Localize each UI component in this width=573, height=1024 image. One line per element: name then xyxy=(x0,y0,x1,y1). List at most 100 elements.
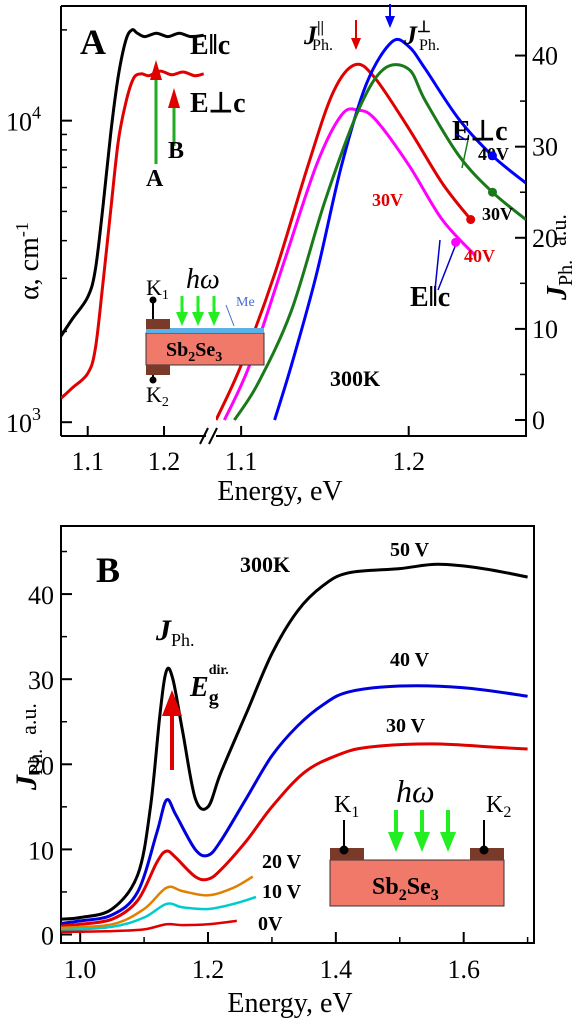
b-series-label-10-v: 10 V xyxy=(262,881,302,903)
panel-b: B 0 10 20 30 40 1.0 1.2 1.4 1.6 JPh.a.u. Energy… xyxy=(10,525,535,1019)
panel-b-series xyxy=(61,562,528,934)
a-left-tick-label: 104 xyxy=(6,103,41,137)
photocurrent-marker xyxy=(487,151,497,161)
panel-a-left-ticks: 104 103 xyxy=(6,29,72,438)
temperature-label-a: 300K xyxy=(330,366,380,391)
inset-a-sb2se3-layer xyxy=(145,332,265,366)
pointer-e-par-1 xyxy=(434,239,441,291)
a-right-tick-label: 20 xyxy=(532,224,558,253)
inset-a-contact-1 xyxy=(146,319,170,329)
inset-a-contact-2 xyxy=(146,365,170,375)
absorption-line-e-par-c xyxy=(61,28,204,337)
inset-a-me: Me xyxy=(236,295,255,310)
a-right-tick-label: 0 xyxy=(532,406,545,435)
panel-b-ylabel: JPh.a.u. xyxy=(10,703,47,791)
inset-a-light-arrows xyxy=(176,296,220,326)
b-line-40-v xyxy=(61,684,528,925)
temperature-label-b: 300K xyxy=(240,552,290,577)
pointer-e-perp-1 xyxy=(455,133,467,141)
b-line-30-v xyxy=(61,742,528,928)
a-left-tick-label: 103 xyxy=(6,404,41,438)
b-series-label-0v: 0V xyxy=(258,913,283,935)
a-right-tick-label: 30 xyxy=(532,133,558,162)
absorption-series xyxy=(61,28,205,400)
b-y-tick-label: 10 xyxy=(28,836,54,865)
label-j-par: J|| Ph. xyxy=(303,19,333,54)
peak-b-label: B xyxy=(168,138,184,164)
axis-break xyxy=(199,427,218,445)
arrow-j-perp-head xyxy=(385,16,395,28)
b-series-label-50-v: 50 V xyxy=(390,539,430,561)
b-line-20-v xyxy=(61,875,254,929)
pointer-e-par-2 xyxy=(437,243,457,291)
b-line-50-v xyxy=(61,562,528,921)
label-e-perp-c-right: E⊥c xyxy=(452,116,508,147)
photocurrent-marker xyxy=(451,237,461,247)
inset-b-hw: hω xyxy=(396,773,435,809)
panel-a-x-ticks: 1.1 1.2 1.1 1.2 xyxy=(71,426,425,476)
b-series-label-20-v: 20 V xyxy=(262,851,302,873)
arrow-j-par-head xyxy=(351,38,361,50)
b-x-tick-label: 1.2 xyxy=(192,955,225,984)
panel-b-y-ticks: 0 10 20 30 40 xyxy=(28,550,72,950)
panel-a-xlabel: Energy, eV xyxy=(217,476,342,507)
b-x-tick-label: 1.6 xyxy=(447,955,480,984)
inset-a: K1 K2 hω Me Sb2Se3 xyxy=(145,264,265,410)
label-30v-red: 30V xyxy=(372,190,403,210)
a-right-x-tick-label: 1.2 xyxy=(392,447,425,476)
label-e-perp-c: E⊥c xyxy=(190,88,246,119)
inset-b-contact-2 xyxy=(470,848,504,860)
b-line-0v xyxy=(61,919,237,934)
b-y-tick-label: 20 xyxy=(28,751,54,780)
panel-b-series-labels: 50 V 40 V 30 V 20 V 10 V 0V xyxy=(258,539,430,935)
label-e-par-c-right: E‖c xyxy=(410,282,450,313)
photocurrent-line-jpar-30v xyxy=(223,107,477,421)
inset-a-k1: K1 xyxy=(146,275,169,303)
inset-b-contact-1 xyxy=(330,848,364,860)
a-right-tick-label: 10 xyxy=(532,315,558,344)
inset-b-sb2se3-layer xyxy=(329,859,505,907)
panel-a-frame xyxy=(61,5,527,437)
photocurrent-line-jpar-40v xyxy=(216,62,472,421)
photocurrent-marker xyxy=(487,187,497,197)
a-right-tick-label: 40 xyxy=(532,42,558,71)
b-x-tick-label: 1.0 xyxy=(64,955,97,984)
absorption-line-e-perp-c xyxy=(61,69,205,400)
b-y-tick-label: 0 xyxy=(41,921,54,950)
pointer-e-perp-2 xyxy=(461,139,469,169)
label-30v-green: 30V xyxy=(482,204,513,224)
inset-b-material: Sb2Se3 xyxy=(372,874,439,904)
panel-a-right-ylabel: JPh.a.u. xyxy=(542,214,573,301)
b-y-tick-label: 30 xyxy=(28,666,54,695)
panel-b-frame xyxy=(60,525,535,944)
a-left-x-tick-label: 1.1 xyxy=(71,447,104,476)
arrow-a xyxy=(150,60,162,164)
a-right-x-tick-label: 1.1 xyxy=(225,447,258,476)
panel-b-xlabel: Energy, eV xyxy=(227,988,352,1019)
b-series-label-40-v: 40 V xyxy=(390,649,430,671)
label-j-perp: J⊥ Ph. xyxy=(403,19,440,54)
inset-b-light-arrows xyxy=(388,810,456,852)
inset-a-hw: hω xyxy=(186,264,220,295)
inset-b: K1 K2 hω Sb2Se3 xyxy=(329,773,511,907)
inset-b-k2: K2 xyxy=(486,792,511,821)
label-e-par-c: E‖c xyxy=(190,30,230,61)
peak-a-label: A xyxy=(146,166,164,192)
label-40v-red: 40V xyxy=(464,246,495,266)
label-eg-dir: Egdir. xyxy=(189,663,229,709)
b-y-tick-label: 40 xyxy=(28,581,54,610)
inset-a-k2: K2 xyxy=(146,382,169,410)
photocurrent-markers xyxy=(451,151,497,247)
inset-b-k1: K1 xyxy=(334,792,359,821)
b-series-label-30-v: 30 V xyxy=(386,715,426,737)
panel-b-x-ticks: 1.0 1.2 1.4 1.6 xyxy=(64,932,529,984)
a-left-x-tick-label: 1.2 xyxy=(148,447,181,476)
photocurrent-line-jperp-40v xyxy=(273,37,526,421)
b-x-tick-label: 1.4 xyxy=(320,955,353,984)
panel-b-label: B xyxy=(96,550,120,590)
arrow-eg xyxy=(162,690,182,770)
inset-a-metal-layer xyxy=(146,328,264,333)
b-line-10-v xyxy=(61,895,257,932)
